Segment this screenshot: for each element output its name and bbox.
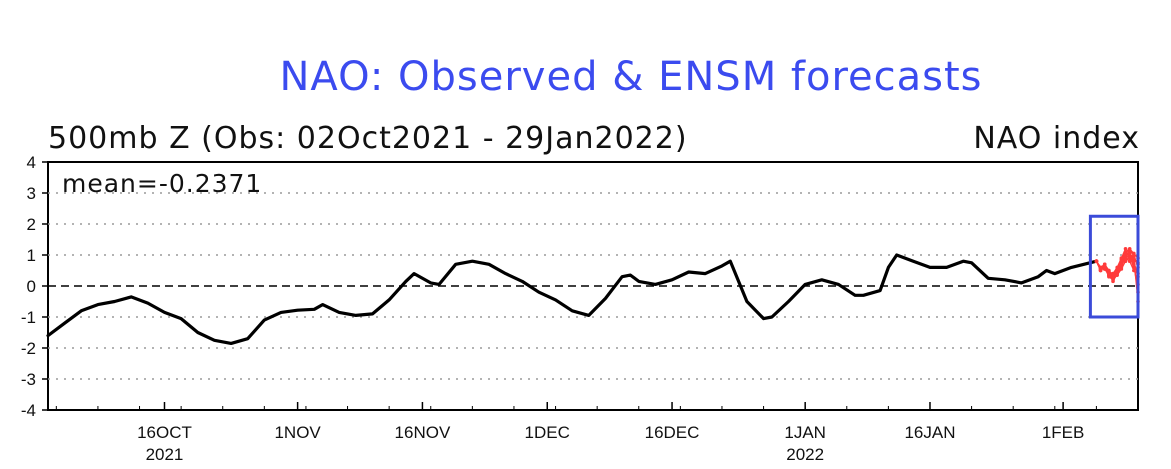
grid-lines (48, 192, 1138, 380)
chart-subtitle-right: NAO index (973, 121, 1140, 156)
forecast-point (1111, 273, 1115, 277)
y-tick-label: -2 (21, 339, 36, 358)
forecast-point (1102, 262, 1107, 267)
forecast-point (1132, 256, 1136, 260)
forecast-point (1123, 251, 1128, 256)
x-tick-year-label: 2022 (786, 445, 824, 464)
x-tick-label: 16OCT (137, 423, 192, 442)
forecast-point (1107, 271, 1111, 276)
x-tick-label: 1FEB (1042, 423, 1085, 442)
chart-title: NAO: Observed & ENSM forecasts (279, 54, 982, 100)
forecast-point (1115, 267, 1119, 271)
forecast-point (1111, 276, 1115, 281)
y-tick-label: 4 (27, 153, 36, 172)
plot-area: mean=-0.2371 (46, 161, 1140, 411)
forecast-point (1132, 251, 1136, 256)
forecast-point (1119, 262, 1124, 267)
y-axis-ticks: 4 3 2 1 0 -1 -2 -3 -4 (21, 153, 48, 420)
y-tick-label: 2 (27, 215, 36, 234)
x-tick-label: 1JAN (784, 423, 826, 442)
x-tick-year-label: 2021 (146, 445, 184, 464)
forecast-point (1127, 259, 1132, 264)
x-tick-label: 16NOV (395, 423, 451, 442)
forecast-highlight-box (1088, 214, 1140, 319)
x-tick-label: 1DEC (525, 423, 570, 442)
y-tick-label: -4 (21, 401, 36, 420)
x-axis-ticks: 16OCT 2021 1NOV 16NOV 1DEC 16DEC 1JAN 2022 16JAN… (55, 402, 1097, 464)
y-tick-label: 0 (27, 277, 36, 296)
forecast-point (1119, 259, 1124, 264)
y-tick-label: -1 (21, 308, 36, 327)
mean-annotation: mean=-0.2371 (62, 169, 262, 198)
forecast-point (1115, 273, 1119, 277)
forecast-point (1098, 265, 1103, 270)
y-tick-label: 3 (27, 184, 36, 203)
y-tick-label: -3 (21, 370, 36, 389)
x-tick-label: 16JAN (904, 423, 955, 442)
x-tick-label: 16DEC (645, 423, 700, 442)
chart-subtitle-left: 500mb Z (Obs: 02Oct2021 - 29Jan2022) (48, 121, 688, 156)
observed-series (46, 253, 1098, 345)
forecast-point (1094, 259, 1099, 264)
forecast-point (1123, 247, 1128, 251)
forecast-series (1094, 247, 1140, 304)
observed-line (46, 253, 1098, 345)
forecast-point (1127, 251, 1132, 256)
y-tick-label: 1 (27, 246, 36, 265)
forecast-point (1123, 257, 1128, 262)
forecast-point (1127, 247, 1132, 251)
x-tick-label: 1NOV (274, 423, 321, 442)
